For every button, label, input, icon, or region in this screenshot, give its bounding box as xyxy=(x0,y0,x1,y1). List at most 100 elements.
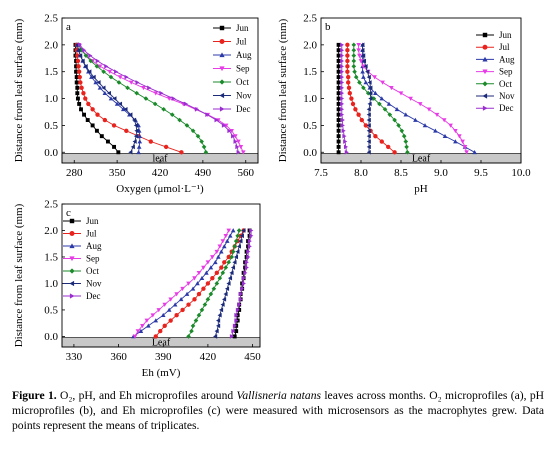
legend-marker xyxy=(482,56,488,62)
data-point xyxy=(246,254,251,260)
data-point xyxy=(180,307,185,313)
data-point xyxy=(218,307,224,313)
legend-entry: Dec xyxy=(499,103,514,113)
data-point xyxy=(205,260,211,265)
y-tick-label: 1.5 xyxy=(44,66,58,78)
data-point xyxy=(179,150,184,155)
data-point xyxy=(195,281,200,286)
data-point xyxy=(89,74,94,79)
data-point xyxy=(174,292,179,297)
data-point xyxy=(147,85,152,91)
legend-entry: Jul xyxy=(499,42,510,52)
data-point xyxy=(239,233,244,239)
data-point xyxy=(351,58,357,64)
caption-species: Vallisneria natans xyxy=(236,389,322,402)
data-point xyxy=(223,291,228,297)
data-point xyxy=(75,91,80,96)
data-point xyxy=(135,80,140,85)
data-point xyxy=(356,43,361,48)
series-jun xyxy=(73,42,121,155)
data-point xyxy=(195,133,201,139)
data-point xyxy=(345,42,350,48)
data-point xyxy=(356,48,361,53)
data-point xyxy=(184,123,190,128)
data-point xyxy=(221,244,227,249)
data-point xyxy=(380,80,385,85)
series-oct xyxy=(351,42,410,155)
data-point xyxy=(214,249,220,254)
data-point xyxy=(81,91,86,96)
legend-entry: Dec xyxy=(86,291,101,301)
data-point xyxy=(363,123,368,128)
leaf-label: Leaf xyxy=(412,154,431,165)
data-point xyxy=(462,145,468,150)
x-tick-label: 10.0 xyxy=(511,167,531,179)
data-point xyxy=(79,85,84,90)
y-tick-label: 2.0 xyxy=(44,225,58,237)
data-point xyxy=(336,101,341,106)
data-point xyxy=(134,128,139,134)
data-point xyxy=(472,149,477,155)
data-point xyxy=(336,123,341,128)
x-tick-label: 8.0 xyxy=(354,167,368,179)
data-point xyxy=(205,112,210,117)
data-point xyxy=(366,112,371,117)
data-point xyxy=(208,265,214,270)
data-point xyxy=(336,64,341,69)
data-point xyxy=(241,150,246,155)
series-oct xyxy=(186,228,242,339)
data-point xyxy=(236,244,241,249)
data-point xyxy=(217,244,223,249)
data-point xyxy=(93,80,98,85)
data-point xyxy=(168,297,173,302)
data-point xyxy=(213,334,218,339)
data-point xyxy=(249,233,254,239)
series-line xyxy=(78,44,244,153)
data-point xyxy=(192,276,197,281)
data-point xyxy=(190,323,196,329)
data-point xyxy=(238,238,243,244)
data-point xyxy=(168,318,173,323)
data-point xyxy=(156,308,162,313)
data-point xyxy=(101,85,106,91)
data-point xyxy=(336,42,341,47)
data-point xyxy=(346,80,351,85)
legend-entry: Nov xyxy=(86,279,102,289)
data-point xyxy=(366,128,371,134)
data-point xyxy=(235,249,240,254)
data-point xyxy=(233,139,238,144)
data-point xyxy=(339,90,345,96)
data-point xyxy=(162,323,167,328)
data-point xyxy=(91,74,96,80)
data-point xyxy=(201,265,206,270)
data-point xyxy=(365,90,371,96)
plot-frame xyxy=(61,203,261,348)
data-point xyxy=(366,144,371,150)
x-tick-label: 360 xyxy=(110,351,127,363)
caption-part2: leaves across months. O₂ microprofiles (… xyxy=(12,389,545,432)
data-point xyxy=(79,47,84,53)
legend-entry: Dec xyxy=(236,104,251,114)
data-point xyxy=(396,123,401,128)
data-point xyxy=(350,101,356,107)
legend-marker xyxy=(219,92,225,99)
data-point xyxy=(77,74,82,80)
data-point xyxy=(76,47,81,53)
data-point xyxy=(128,80,134,85)
data-point xyxy=(106,90,112,96)
data-point xyxy=(224,238,230,243)
data-point xyxy=(196,312,202,318)
data-point xyxy=(75,58,81,64)
x-tick-label: 450 xyxy=(244,351,261,363)
data-point xyxy=(345,58,350,64)
y-tick-label: 0.5 xyxy=(44,120,58,132)
data-point xyxy=(146,323,151,328)
data-point xyxy=(346,74,351,80)
data-point xyxy=(137,133,143,138)
data-point xyxy=(238,297,243,302)
y-tick-label: 0.0 xyxy=(44,147,58,159)
data-point xyxy=(192,297,197,302)
data-point xyxy=(75,53,80,58)
data-point xyxy=(336,139,341,144)
data-point xyxy=(227,233,233,238)
